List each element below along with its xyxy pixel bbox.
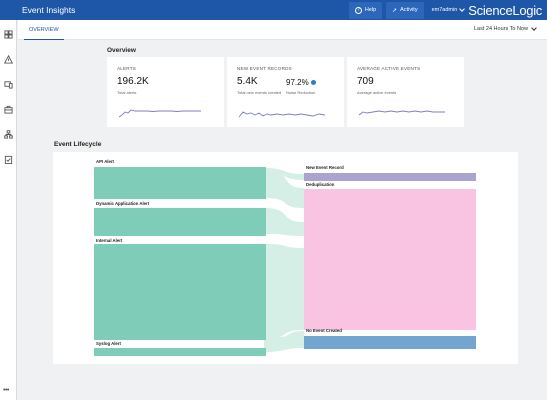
flow-dyn-to-dedup [264, 208, 304, 236]
clipboard-check-icon[interactable] [4, 155, 13, 164]
noise-reduction-label: Noise Reduction [286, 90, 316, 95]
alerts-sparkline [118, 109, 201, 118]
brand-logo: ScienceLogic [468, 2, 542, 18]
flow-to-no-event [264, 336, 304, 352]
card-label: NEW EVENT RECORDS [237, 66, 292, 71]
label-api-alert: API Alert [96, 159, 114, 164]
activity-button[interactable]: ➚ Activity [386, 1, 424, 19]
help-label: Help [364, 7, 377, 13]
label-dynamic-application-alert: Dynamic Application Alert [96, 201, 150, 206]
time-range-select[interactable]: Last 24 Hours To Now [473, 24, 537, 32]
node-deduplication [304, 189, 476, 330]
alerts-card: ALERTS 196.2K Total alerts [107, 57, 224, 127]
user-menu[interactable]: em7admin [431, 5, 466, 13]
node-api-alert [94, 167, 266, 199]
left-nav: ••• [0, 20, 17, 400]
node-dynamic-application-alert [94, 208, 266, 236]
app-title: Event Insights [22, 5, 76, 15]
node-syslog-alert [94, 348, 266, 356]
card-value: 5.4K [237, 76, 258, 87]
flow-to-new-event [264, 168, 304, 180]
alert-triangle-icon[interactable] [4, 55, 13, 64]
chevron-down-icon [531, 24, 537, 31]
user-name: em7admin [431, 7, 458, 13]
info-icon[interactable] [310, 80, 316, 85]
topology-icon[interactable] [4, 130, 13, 139]
activity-label: Activity [400, 7, 418, 13]
flow-api-to-dedup [264, 168, 304, 208]
noise-reduction-percent: 97.2% [286, 78, 309, 87]
activity-icon: ➚ [392, 7, 398, 14]
noise-reduction-value: 97.2% [286, 78, 316, 87]
briefcase-icon[interactable] [4, 105, 13, 114]
node-no-event-created [304, 336, 476, 349]
tab-overview[interactable]: OVERVIEW [24, 20, 64, 40]
top-bar: Event Insights ? Help ➚ Activity em7admi… [0, 0, 547, 20]
card-subtitle: Total alerts [117, 90, 137, 95]
card-value: 196.2K [117, 76, 149, 87]
label-new-event-record: New Event Record [306, 165, 344, 170]
help-icon: ? [354, 6, 362, 14]
tab-bar: OVERVIEW Last 24 Hours To Now [18, 20, 547, 40]
new-event-records-card: NEW EVENT RECORDS 5.4K Total new events … [227, 57, 344, 127]
label-internal-alert: Internal Alert [96, 238, 123, 243]
new-events-sparkline [238, 111, 326, 118]
help-button[interactable]: ? Help [348, 1, 383, 19]
node-internal-alert [94, 244, 266, 340]
dashboard-icon[interactable] [4, 30, 13, 39]
more-icon[interactable]: ••• [3, 387, 9, 394]
event-lifecycle-panel: API Alert Dynamic Application Alert Inte… [53, 152, 518, 364]
active-events-sparkline [358, 110, 445, 116]
chevron-down-icon [459, 5, 466, 12]
sankey-diagram [94, 167, 476, 356]
flow-internal-to-dedup [264, 244, 304, 338]
overview-cards: ALERTS 196.2K Total alerts NEW EVENT REC… [107, 57, 464, 127]
card-label: AVERAGE ACTIVE EVENTS [357, 66, 421, 71]
card-label: ALERTS [117, 66, 136, 71]
time-range-value: Last 24 Hours To Now [473, 26, 528, 32]
card-subtitle: Total new events created [237, 90, 282, 95]
average-active-events-card: AVERAGE ACTIVE EVENTS 709 Average active… [347, 57, 464, 127]
card-subtitle: Average active events [357, 90, 397, 95]
overview-title: Overview [107, 47, 136, 54]
card-value: 709 [357, 76, 374, 87]
devices-icon[interactable] [4, 80, 13, 89]
label-syslog-alert: Syslog Alert [96, 341, 121, 346]
lifecycle-title: Event Lifecycle [54, 141, 102, 148]
label-deduplication: Deduplication [306, 182, 335, 187]
label-no-event-created: No Event Created [306, 328, 342, 333]
node-new-event-record [304, 173, 476, 181]
